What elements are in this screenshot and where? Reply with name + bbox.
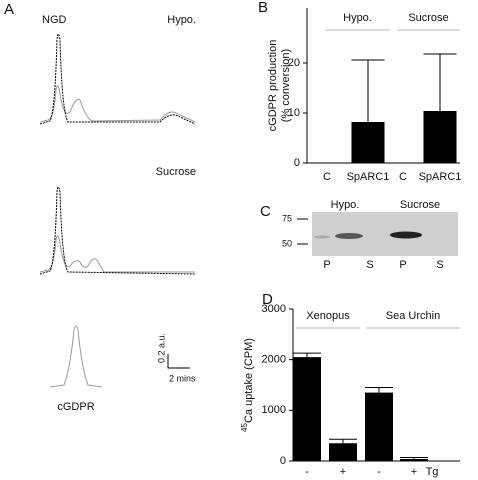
x-tick-label: C: [323, 171, 331, 183]
trace: [49, 325, 103, 388]
x-tick-label: +: [411, 466, 417, 478]
peak-label: NGD: [42, 14, 67, 26]
y-tick-label: 3000: [262, 303, 286, 315]
marker-label: 50: [282, 238, 292, 248]
x-tick-label: C: [399, 171, 407, 183]
y-tick-label: 0: [294, 157, 300, 169]
group-label: Sea Urchin: [386, 310, 440, 322]
bar: [365, 392, 393, 461]
bar: [423, 111, 457, 163]
y-axis-label-text: Ca uptake (CPM): [243, 338, 255, 423]
y-axis-label: 45Ca uptake (CPM): [240, 338, 255, 432]
y-tick-label: 20: [288, 57, 300, 69]
panel-label: A: [4, 1, 14, 18]
blot: [312, 212, 458, 256]
trace: [39, 186, 196, 275]
band: [390, 231, 422, 239]
group-label: Hypo.: [343, 12, 372, 24]
marker-label: 75: [282, 213, 292, 223]
lane-label: S: [366, 259, 373, 271]
scale-label: 2 mins: [169, 373, 196, 383]
panel-label: B: [258, 0, 268, 16]
group-label: Xenopus: [306, 310, 350, 322]
y-tick-label: 2000: [262, 354, 286, 366]
scale-label: 0.2 a.u.: [156, 333, 166, 363]
panel-label: D: [262, 291, 273, 308]
trace: [39, 235, 195, 273]
y-tick-label: 10: [288, 107, 300, 119]
y-axis-label: cGDPR production: [267, 40, 279, 132]
group-label: Sucrose: [408, 12, 448, 24]
condition-label: Sucrose: [400, 199, 440, 211]
standard-label: cGDPR: [57, 401, 94, 413]
x-tick-label: SpARC1: [347, 171, 390, 183]
y-axis-label: (% conversion): [280, 49, 292, 122]
band: [314, 235, 330, 239]
panel-label: C: [260, 203, 271, 220]
lane-label: P: [399, 259, 406, 271]
y-tick-label: 1000: [262, 404, 286, 416]
trace: [39, 85, 196, 123]
bar: [329, 443, 357, 461]
bar: [293, 357, 321, 461]
band: [335, 233, 363, 239]
x-tick-label: SpARC1: [419, 171, 462, 183]
condition-label: Hypo.: [167, 14, 196, 26]
trace: [39, 33, 196, 125]
x-tick-label: +: [340, 466, 346, 478]
bar: [400, 458, 428, 461]
condition-label: Hypo.: [331, 199, 360, 211]
lane-label: S: [436, 259, 443, 271]
x-axis-label: Tg: [426, 466, 439, 478]
condition-label: Sucrose: [156, 166, 196, 178]
lane-label: P: [323, 259, 330, 271]
traces: [39, 33, 196, 388]
y-tick-label: 0: [280, 455, 286, 467]
isotope: 45: [240, 422, 249, 431]
x-tick-label: -: [305, 466, 309, 478]
x-tick-label: -: [377, 466, 381, 478]
bar: [351, 122, 385, 163]
scale-bar: [167, 354, 190, 369]
